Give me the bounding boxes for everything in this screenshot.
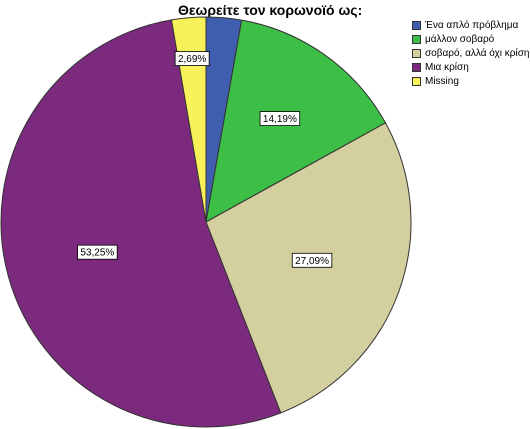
legend-swatch [412,76,421,86]
slice-label-3: 53,25% [77,244,118,260]
slice-label-2: 27,09% [291,252,333,268]
pie-slice-2 [205,122,412,414]
legend-item-3: Μια κρίση [412,60,529,74]
legend-label: Ένα απλό πρόβλημα [425,19,519,31]
legend-swatch [412,20,421,30]
legend-item-1: μάλλον σοβαρό [412,32,529,46]
pie-slice-3 [0,19,282,428]
svg-text:2,69%: 2,69% [178,54,206,65]
legend-item-2: σοβαρό, αλλά όχι κρίση [412,46,529,60]
legend: Ένα απλό πρόβλημα μάλλον σοβαρό σοβαρό, αλ… [412,18,529,88]
legend-label: σοβαρό, αλλά όχι κρίση [425,47,530,59]
legend-label: Missing [425,75,459,87]
legend-item-4: Missing [412,74,529,88]
pie-slice-4 [170,16,207,223]
legend-swatch [412,62,421,72]
svg-text:14,19%: 14,19% [263,114,297,125]
svg-text:53,25%: 53,25% [80,248,114,259]
svg-text:27,09%: 27,09% [295,256,329,267]
slice-label-4: 2,69% [174,51,210,66]
legend-label: Μια κρίση [425,61,469,73]
legend-swatch [412,34,421,44]
legend-swatch [412,48,421,58]
legend-item-0: Ένα απλό πρόβλημα [412,18,529,32]
legend-label: μάλλον σοβαρό [425,33,495,45]
slice-label-1: 14,19% [259,111,301,126]
chart-title-text: Θεωρείτε τον κορωνοϊό ως: [178,2,363,18]
